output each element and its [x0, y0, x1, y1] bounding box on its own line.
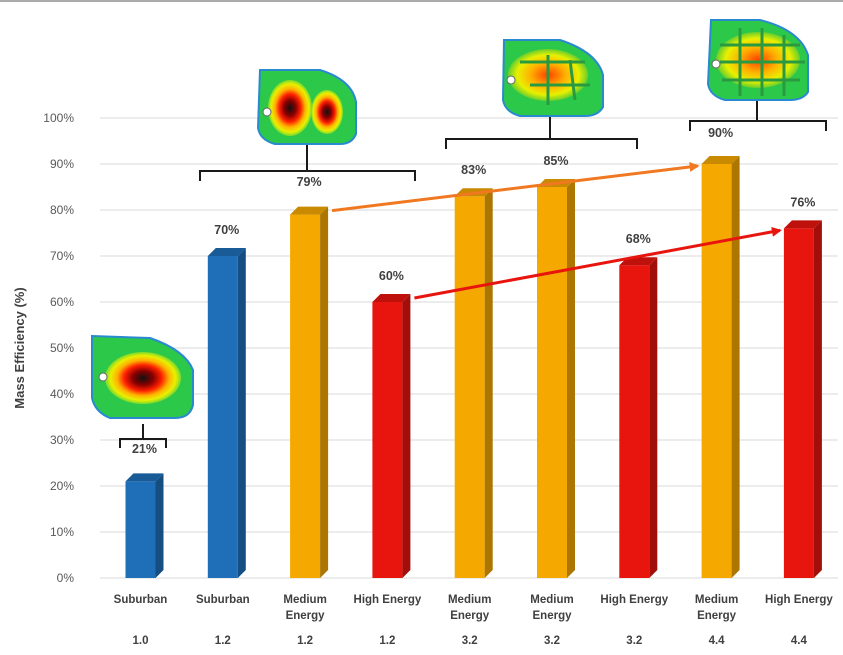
x-category-label: Medium [695, 594, 738, 606]
data-label: 79% [297, 175, 322, 189]
y-tick-label: 40% [50, 387, 74, 401]
x-sub-labels: 1.0 1.2 1.2 1.2 3.2 3.2 3.2 4.4 4.4 [133, 635, 808, 647]
x-category-label: Medium [448, 594, 491, 606]
y-axis-title: Mass Efficiency (%) [12, 287, 27, 408]
bracket-group-4 [689, 100, 827, 131]
x-category-label: High Energy [354, 594, 422, 606]
heatmap-thumbnail-1 [91, 334, 194, 419]
x-category-label-line2: Energy [533, 610, 573, 622]
x-category-label: Medium [283, 594, 326, 606]
bar [454, 188, 493, 578]
x-category-labels: Suburban Suburban Medium Energy High Energy M… [114, 594, 834, 622]
bar [537, 179, 575, 578]
x-sub-label: 1.2 [297, 635, 313, 647]
x-category-label: High Energy [600, 594, 668, 606]
x-sub-label: 1.0 [133, 635, 149, 647]
data-label: 76% [790, 195, 815, 209]
x-sub-label: 3.2 [544, 635, 560, 647]
bar [619, 257, 658, 578]
bracket-group-2 [199, 145, 416, 181]
x-sub-label: 3.2 [626, 635, 642, 647]
bar [701, 156, 740, 578]
x-sub-label: 1.2 [379, 635, 395, 647]
x-category-label: Suburban [114, 594, 168, 606]
x-sub-label: 3.2 [462, 635, 478, 647]
heatmap-thumbnail-4 [706, 19, 809, 101]
y-tick-label: 20% [50, 479, 74, 493]
y-tick-label: 0% [57, 571, 75, 585]
x-category-label: Medium [530, 594, 573, 606]
trend-arrow [414, 226, 782, 300]
y-tick-label: 90% [50, 157, 74, 171]
y-tick-label: 50% [50, 341, 74, 355]
bracket-group-1 [119, 424, 167, 448]
data-label: 21% [132, 442, 157, 456]
bar [372, 294, 411, 578]
data-label: 60% [379, 269, 404, 283]
x-sub-label: 4.4 [709, 635, 726, 647]
y-tick-label: 10% [50, 525, 74, 539]
heatmap-thumbnail-3 [501, 39, 604, 117]
x-category-label-line2: Energy [697, 610, 737, 622]
y-tick-labels: 0% 10% 20% 30% 40% 50% 60% 70% 80% 90% 100% [43, 111, 74, 585]
y-tick-label: 60% [50, 295, 74, 309]
data-label: 85% [543, 154, 568, 168]
data-labels: 21% 70% 79% 60% 83% 85% 68% 90% 76% [132, 126, 815, 456]
x-sub-label: 4.4 [791, 635, 808, 647]
bar [207, 248, 246, 578]
bars [125, 156, 822, 578]
data-label: 83% [461, 163, 486, 177]
x-sub-label: 1.2 [215, 635, 231, 647]
x-category-label-line2: Energy [450, 610, 490, 622]
y-tick-label: 100% [43, 111, 74, 125]
data-label: 90% [708, 126, 733, 140]
bar [290, 206, 329, 578]
y-tick-label: 30% [50, 433, 74, 447]
y-tick-label: 80% [50, 203, 74, 217]
x-category-label: High Energy [765, 594, 833, 606]
x-category-label-line2: Energy [286, 610, 326, 622]
trend-arrows [331, 162, 782, 300]
y-tick-label: 70% [50, 249, 74, 263]
data-label: 70% [214, 223, 239, 237]
data-label: 68% [626, 232, 651, 246]
bar [783, 220, 822, 578]
heatmap-thumbnail-2 [256, 69, 357, 145]
trend-arrow [331, 162, 700, 213]
x-category-label: Suburban [196, 594, 250, 606]
bar [125, 473, 164, 578]
